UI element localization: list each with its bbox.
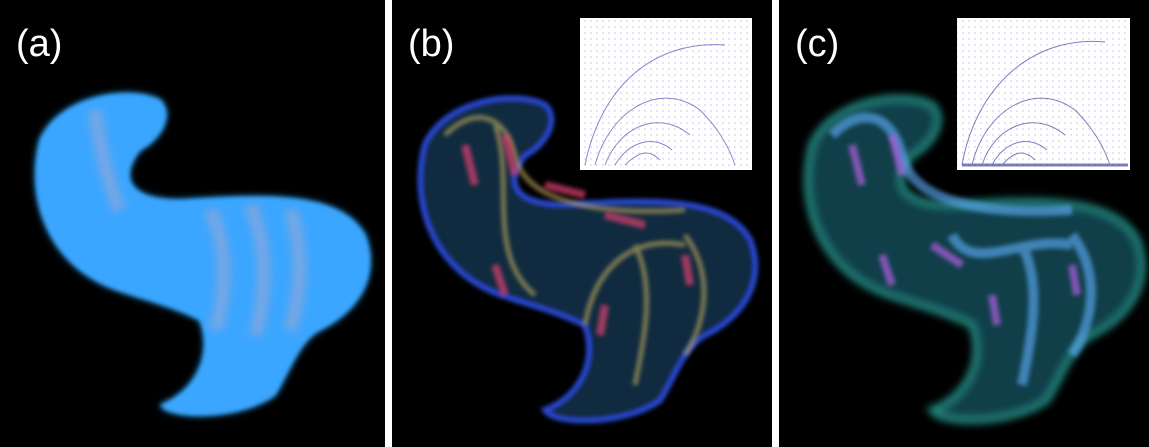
inset-plot [580, 18, 752, 170]
panel-label: (c) [795, 23, 839, 65]
figure: (a) (b) [0, 0, 1149, 447]
inset-plot [957, 18, 1130, 170]
panel-label: (a) [16, 23, 62, 65]
panel-label: (b) [408, 23, 454, 65]
